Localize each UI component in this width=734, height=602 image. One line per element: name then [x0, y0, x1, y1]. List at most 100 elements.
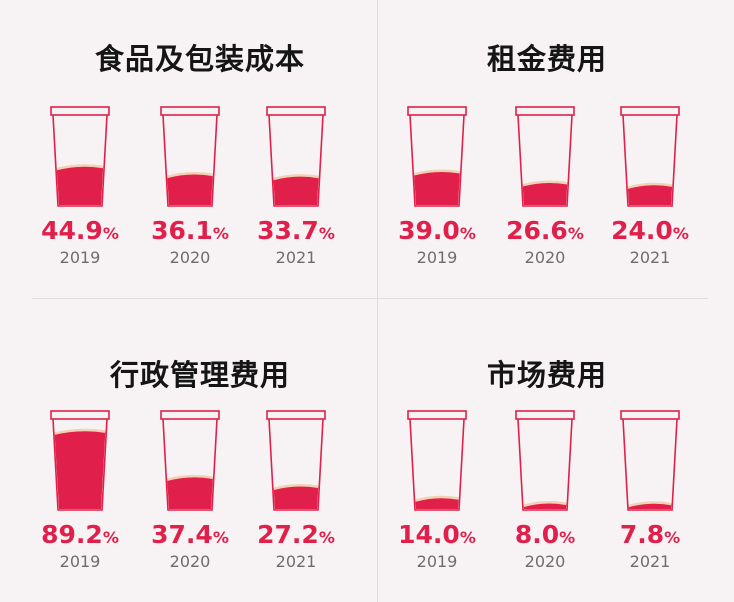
data-label-unit: % [102, 528, 119, 547]
cup-graphic [620, 410, 680, 511]
cup-outline [622, 114, 678, 207]
horizontal-divider [32, 298, 708, 299]
foam-line [522, 180, 568, 187]
panel-title: 租金费用 [486, 42, 607, 76]
data-label: 24.0% [600, 216, 700, 245]
data-label-unit: % [318, 528, 335, 547]
data-label-value: 44.9 [41, 216, 103, 245]
foam-line [628, 501, 672, 508]
panel-rent-cost: 租金费用 39.0% 2019 26.6% 2020 24.0% 2021 [387, 30, 707, 290]
cup-outline [409, 114, 465, 207]
data-label: 8.0% [495, 520, 595, 549]
data-label-value: 33.7 [257, 216, 319, 245]
cup-graphic [160, 410, 220, 511]
bar-fill [273, 485, 319, 509]
cup-outline [268, 418, 324, 511]
cup-rim [515, 106, 575, 116]
data-label: 89.2% [30, 520, 130, 549]
x-tick-label: 2021 [629, 248, 671, 267]
cup-graphic [407, 106, 467, 207]
foam-line [414, 495, 459, 502]
foam-line [54, 428, 106, 435]
x-tick-label: 2019 [416, 248, 458, 267]
data-label-value: 24.0 [611, 216, 673, 245]
data-label-unit: % [567, 224, 584, 243]
foam-line [166, 172, 213, 179]
cup-rim [50, 410, 110, 420]
cup-outline [517, 114, 573, 207]
data-label-unit: % [559, 528, 576, 547]
data-label: 14.0% [387, 520, 487, 549]
cup-graphic [160, 106, 220, 207]
cup-graphic [407, 410, 467, 511]
data-label-value: 89.2 [41, 520, 103, 549]
cup-graphic [50, 106, 110, 207]
bar-fill [522, 181, 568, 205]
cup-rim [407, 106, 467, 116]
data-label: 33.7% [246, 216, 346, 245]
x-tick-label: 2021 [275, 552, 317, 571]
data-label: 27.2% [246, 520, 346, 549]
x-tick-label: 2019 [416, 552, 458, 571]
bar-fill [56, 165, 104, 205]
cup-outline [52, 114, 108, 207]
bar-fill [54, 430, 106, 509]
x-tick-label: 2020 [169, 248, 211, 267]
data-label: 37.4% [140, 520, 240, 549]
cup-outline [162, 114, 218, 207]
foam-line [273, 174, 319, 181]
foam-line [523, 501, 567, 508]
cup-outline [162, 418, 218, 511]
cup-outline [268, 114, 324, 207]
cup-graphic [515, 410, 575, 511]
data-label: 39.0% [387, 216, 487, 245]
data-label-value: 27.2 [257, 520, 319, 549]
foam-line [273, 483, 319, 490]
bar-fill [167, 476, 213, 509]
data-label-unit: % [212, 224, 229, 243]
cup-rim [50, 106, 110, 116]
foam-line [56, 164, 104, 171]
cup-graphic [266, 106, 326, 207]
cup-rim [620, 410, 680, 420]
cup-rim [515, 410, 575, 420]
data-label-unit: % [664, 528, 681, 547]
data-label-unit: % [212, 528, 229, 547]
data-label-value: 26.6 [506, 216, 568, 245]
data-label-value: 7.8 [619, 520, 665, 549]
panel-title: 食品及包装成本 [94, 42, 305, 76]
cup-rim [620, 106, 680, 116]
panel-marketing-cost: 市场费用 14.0% 2019 8.0% 2020 7.8% 2021 [387, 340, 707, 600]
data-label: 7.8% [600, 520, 700, 549]
cup-graphic [266, 410, 326, 511]
data-label-value: 39.0 [398, 216, 460, 245]
data-label: 44.9% [30, 216, 130, 245]
foam-line [166, 474, 214, 481]
cup-rim [407, 410, 467, 420]
data-label: 36.1% [140, 216, 240, 245]
panel-admin-cost: 行政管理费用 89.2% 2019 37.4% 2020 27.2% 2021 [30, 340, 370, 600]
data-label-unit: % [459, 224, 476, 243]
vertical-divider [377, 0, 378, 602]
data-label-unit: % [318, 224, 335, 243]
foam-line [627, 182, 673, 189]
panel-title: 行政管理费用 [109, 358, 290, 392]
data-label-unit: % [459, 528, 476, 547]
bar-fill [415, 496, 459, 509]
data-label-unit: % [102, 224, 119, 243]
data-label: 26.6% [495, 216, 595, 245]
bar-fill [414, 170, 460, 205]
x-tick-label: 2020 [524, 552, 566, 571]
x-tick-label: 2021 [275, 248, 317, 267]
cup-rim [160, 410, 220, 420]
x-tick-label: 2019 [59, 248, 101, 267]
cup-graphic [50, 410, 110, 511]
cup-outline [622, 418, 678, 511]
data-label-unit: % [672, 224, 689, 243]
x-tick-label: 2019 [59, 552, 101, 571]
foam-line [413, 169, 461, 176]
x-tick-label: 2020 [169, 552, 211, 571]
cup-rim [266, 106, 326, 116]
cup-graphic [620, 106, 680, 207]
bar-fill [627, 184, 673, 205]
